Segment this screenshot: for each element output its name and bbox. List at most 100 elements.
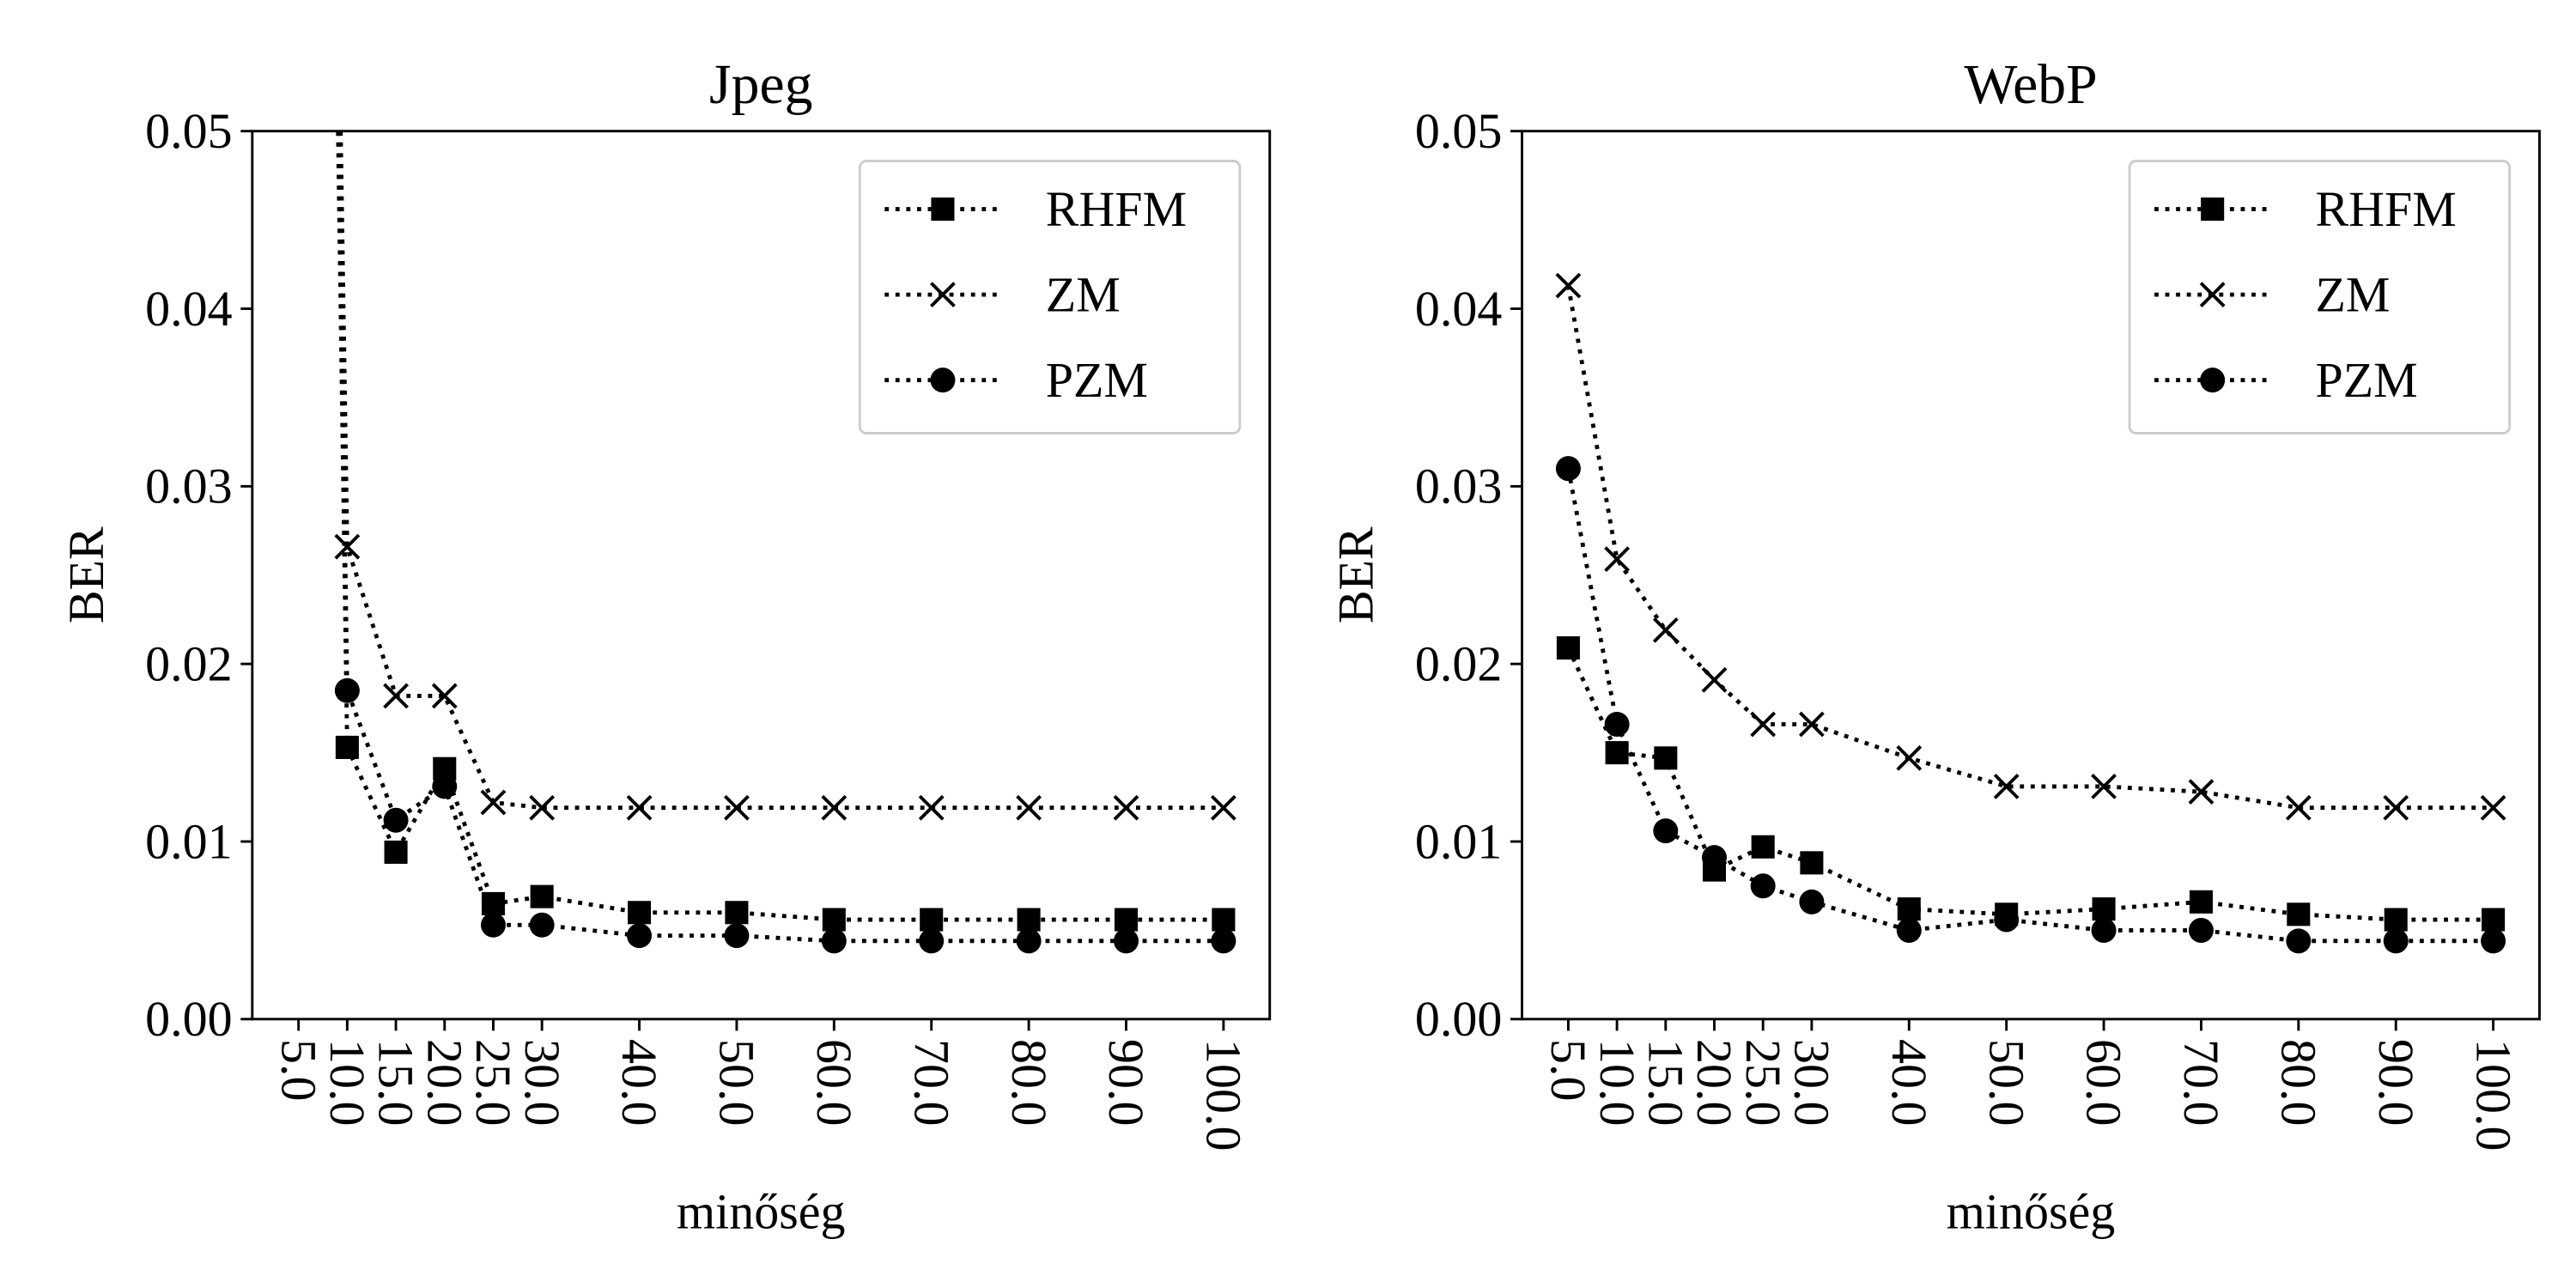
y-tick-label: 0.05: [145, 103, 232, 159]
y-tick-label: 0.02: [1415, 636, 1502, 692]
marker: [530, 884, 554, 908]
marker: [931, 197, 955, 222]
plot-area: [1555, 272, 2506, 954]
axes-frame: [251, 130, 1272, 1021]
x-tick-label: 30.0: [1784, 1039, 1840, 1126]
marker: [1750, 873, 1776, 899]
y-tick-label: 0.04: [145, 281, 232, 337]
marker: [431, 683, 458, 709]
marker: [2092, 897, 2116, 921]
marker: [724, 794, 750, 821]
x-tick-label: 20.0: [416, 1039, 472, 1126]
marker: [920, 908, 944, 932]
x-tick-label: 40.0: [611, 1039, 667, 1126]
marker: [1993, 774, 2020, 799]
marker: [480, 912, 506, 938]
marker: [1555, 272, 1582, 299]
marker: [1751, 835, 1775, 859]
legend-label: ZM: [2316, 266, 2391, 322]
series-line: [337, 131, 1224, 944]
x-tick-label: 90.0: [2368, 1039, 2424, 1126]
marker: [2091, 774, 2117, 799]
marker: [1750, 711, 1777, 738]
marker: [335, 735, 359, 759]
y-axis-label: BER: [58, 526, 114, 623]
marker: [334, 533, 361, 560]
marker: [822, 908, 846, 932]
marker: [480, 789, 507, 816]
marker: [2480, 794, 2506, 821]
marker: [2188, 917, 2214, 943]
marker: [529, 912, 555, 938]
x-tick-label: 20.0: [1686, 1039, 1742, 1126]
legend: [2128, 160, 2512, 434]
x-tick-label: 70.0: [903, 1039, 959, 1126]
x-tick-label: 10.0: [1589, 1039, 1645, 1126]
legend-label: PZM: [1046, 352, 1148, 408]
marker: [2482, 908, 2506, 932]
x-tick-label: 25.0: [1735, 1039, 1791, 1126]
y-tick-label: 0.02: [145, 636, 232, 692]
x-tick-label: 15.0: [1637, 1039, 1693, 1126]
marker: [1896, 917, 1922, 943]
marker: [2286, 928, 2312, 954]
y-tick-label: 0.00: [145, 991, 232, 1047]
marker: [1653, 818, 1679, 844]
x-tick-label: 30.0: [514, 1039, 570, 1126]
marker: [2287, 902, 2311, 927]
marker: [1113, 928, 1139, 954]
marker: [1604, 712, 1630, 738]
marker: [821, 794, 848, 821]
marker: [919, 928, 945, 954]
marker: [918, 794, 945, 821]
marker: [1896, 744, 1923, 771]
marker: [930, 368, 956, 393]
y-tick-label: 0.00: [1415, 991, 1502, 1047]
marker: [1654, 746, 1678, 770]
x-tick-label: 50.0: [1978, 1039, 2034, 1126]
chart-title: WebP: [1964, 53, 2097, 116]
marker: [383, 683, 409, 709]
x-tick-label: 10.0: [319, 1039, 375, 1126]
marker: [1701, 666, 1728, 693]
marker: [1114, 908, 1139, 932]
x-tick-label: 5.0: [270, 1039, 326, 1101]
marker: [930, 282, 956, 308]
marker: [821, 928, 847, 954]
x-tick-label: 70.0: [2173, 1039, 2229, 1126]
marker: [2188, 779, 2215, 805]
axes-frame: [1521, 130, 2541, 1021]
x-axis-label: minőség: [1947, 1183, 2115, 1239]
marker: [2091, 917, 2117, 943]
x-axis-label: minőség: [677, 1183, 845, 1239]
x-tick-label: 40.0: [1881, 1039, 1937, 1126]
marker: [1652, 617, 1679, 643]
x-tick-label: 80.0: [1001, 1039, 1057, 1126]
x-tick-label: 100.0: [2465, 1039, 2521, 1151]
marker: [1212, 908, 1236, 932]
marker: [481, 891, 505, 915]
legend-label: PZM: [2316, 352, 2418, 408]
marker: [2384, 908, 2408, 932]
legend-label: RHFM: [2316, 181, 2457, 237]
x-tick-label: 60.0: [806, 1039, 862, 1126]
x-tick-label: 60.0: [2076, 1039, 2132, 1126]
marker: [1556, 636, 1580, 660]
chart-title: Jpeg: [709, 53, 812, 116]
legend: [858, 160, 1242, 434]
x-tick-label: 50.0: [709, 1039, 765, 1126]
y-tick-label: 0.05: [1415, 103, 1502, 159]
marker: [1800, 851, 1824, 875]
x-tick-label: 15.0: [368, 1039, 424, 1126]
y-tick-label: 0.01: [145, 813, 232, 869]
marker: [725, 901, 749, 925]
marker: [2199, 282, 2226, 308]
y-axis-label: BER: [1328, 526, 1384, 623]
marker: [1211, 928, 1236, 954]
x-tick-label: 25.0: [465, 1039, 521, 1126]
marker: [1113, 794, 1139, 821]
marker: [1016, 928, 1042, 954]
marker: [384, 840, 408, 864]
marker: [1210, 794, 1236, 821]
marker: [2285, 794, 2312, 821]
